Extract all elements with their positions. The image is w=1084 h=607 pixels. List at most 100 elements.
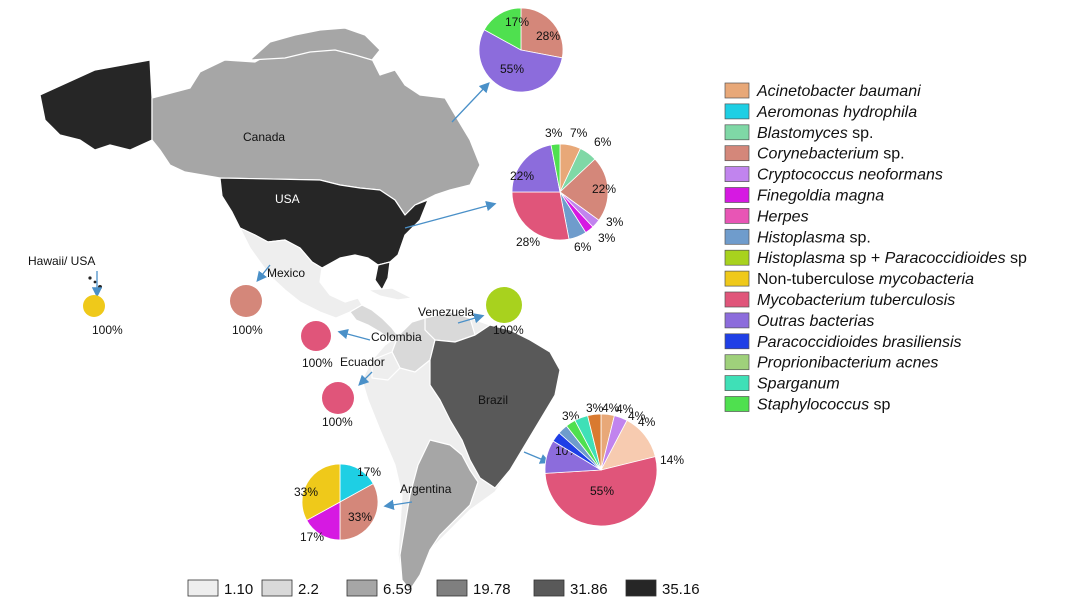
country-label-brazil: Brazil xyxy=(478,393,508,407)
legend-swatch xyxy=(724,166,750,182)
scale-label: 19.78 xyxy=(473,581,511,598)
pie-canada-slice-2 xyxy=(483,7,522,51)
legend-item: Staphylococcus sp xyxy=(724,396,891,414)
arrow-canada xyxy=(451,82,490,123)
legend-swatch xyxy=(724,354,750,371)
pie-brazil: 4%4%14%55%10%3%3%3%4%4% xyxy=(544,401,684,527)
arrow-mexico xyxy=(256,264,271,283)
pie-venezuela-label-0: 100% xyxy=(493,323,524,337)
legend-label: Sparganum xyxy=(757,376,840,393)
country-label-colombia: Colombia xyxy=(371,330,422,344)
pie-canada-label-0: 28% xyxy=(536,29,560,43)
pie-venezuela-slice-0 xyxy=(486,287,522,323)
pie-hawaii-label-0: 100% xyxy=(92,323,123,337)
scale-item: 31.86 xyxy=(533,579,608,598)
scale-label: 1.10 xyxy=(224,581,253,598)
pie-brazil-label-6: 3% xyxy=(562,409,580,423)
legend-swatch xyxy=(724,145,750,162)
pie-brazil-slice-9 xyxy=(587,413,602,471)
pie-colombia-label-0: 100% xyxy=(302,356,333,370)
argentina-shape xyxy=(399,439,479,591)
legend-item: Aeromonas hydrophila xyxy=(724,103,917,121)
legend-label: Mycobacterium tuberculosis xyxy=(757,292,955,309)
legend-label: Corynebacterium sp. xyxy=(757,146,905,163)
pie-brazil-label-1: 4% xyxy=(628,409,646,423)
legend-label: Histoplasma sp + Paracoccidioides sp xyxy=(757,250,1027,267)
legend-label: Herpes xyxy=(757,208,809,225)
pie-brazil-label-0: 4% xyxy=(616,402,634,416)
scale-item: 2.2 xyxy=(261,579,319,598)
legend-swatch xyxy=(724,312,750,329)
scale-label: 31.86 xyxy=(570,581,608,598)
legend-item: Histoplasma sp. xyxy=(724,228,871,246)
country-label-mexico: Mexico xyxy=(267,266,305,280)
legend-label: Cryptococcus neoformans xyxy=(757,167,943,184)
pie-brazil-label-2: 14% xyxy=(660,453,684,467)
pie-brazil-label-7: 3% xyxy=(586,401,604,415)
legend-swatch xyxy=(724,187,750,203)
pie-colombia: 100% xyxy=(301,321,333,370)
pie-argentina-slice-3 xyxy=(301,463,341,521)
legend-label: Blastomyces sp. xyxy=(757,125,874,142)
scale-swatch xyxy=(436,579,468,597)
pie-ecuador: 100% xyxy=(322,382,354,429)
arrow-brazil xyxy=(523,451,551,464)
pie-usa: 7% 6% 22% 3% 3% 6% 28% 22% 3% xyxy=(510,126,624,254)
pie-usa-slice-7 xyxy=(511,144,561,193)
mexico-shape xyxy=(239,227,363,319)
scale-label: 35.16 xyxy=(662,581,700,598)
legend-item: Sparganum xyxy=(724,375,840,393)
hawaii-island-1 xyxy=(87,275,93,281)
legend-item: Blastomyces sp. xyxy=(724,124,874,142)
arrow-ecuador xyxy=(358,371,373,386)
legend-item: Non-tuberculose mycobacteria xyxy=(724,270,974,288)
pie-hawaii: 100% xyxy=(83,295,123,337)
ecuador-shape xyxy=(371,351,401,381)
scale-label: 6.59 xyxy=(383,581,412,598)
pie-venezuela: 100% xyxy=(486,287,524,337)
arrow-colombia xyxy=(337,328,371,341)
pie-hawaii-slice-0 xyxy=(83,295,105,317)
scale-swatch xyxy=(187,579,219,597)
country-label-argentina: Argentina xyxy=(400,482,452,496)
pie-brazil-label-3: 55% xyxy=(590,484,614,498)
americas-map xyxy=(39,27,561,591)
legend-swatch xyxy=(724,208,750,224)
legend-item: Histoplasma sp + Paracoccidioides sp xyxy=(724,249,1027,267)
pie-usa-label-1: 6% xyxy=(594,135,612,149)
legend-label: Proprionibacterium acnes xyxy=(757,355,938,372)
legend-item: Paracoccidioides brasiliensis xyxy=(724,333,962,351)
legend-item: Mycobacterium tuberculosis xyxy=(724,291,955,309)
legend-swatch xyxy=(724,396,750,412)
legend-swatch xyxy=(724,249,750,266)
pie-brazil-label-8: 4% xyxy=(602,401,620,415)
arctic-islands-shape xyxy=(249,27,381,61)
legend-item: Acinetobacter baumani xyxy=(724,82,921,100)
pie-charts: 28% 55% 17% 7% 6% 22% 3% 3% 6% 28% 22% 3% 100% 100% 10… xyxy=(83,7,684,544)
legend-swatch xyxy=(724,375,750,391)
legend-item: Proprionibacterium acnes xyxy=(724,354,938,372)
pie-canada-label-2: 17% xyxy=(505,15,529,29)
pie-usa-slice-2 xyxy=(559,158,609,221)
brazil-shape xyxy=(429,324,561,489)
pie-usa-label-3: 3% xyxy=(606,215,624,229)
legend-item: Outras bacterias xyxy=(724,312,874,330)
legend-swatch xyxy=(724,82,750,99)
caribbean-shape xyxy=(367,287,413,301)
florida-shape xyxy=(374,261,391,291)
arrow-venezuela xyxy=(457,313,485,324)
scale-label: 2.2 xyxy=(298,581,319,598)
arrow-usa xyxy=(404,201,497,229)
country-label-usa: USA xyxy=(275,192,300,206)
hawaii-island-3 xyxy=(96,283,104,291)
arrows xyxy=(91,82,551,510)
legend-swatch xyxy=(724,270,750,287)
country-label-canada: Canada xyxy=(243,130,285,144)
pie-ecuador-slice-0 xyxy=(322,382,354,414)
legend-swatch xyxy=(724,103,750,120)
scale-item: 19.78 xyxy=(436,579,511,598)
legend-swatch xyxy=(724,333,750,350)
country-label-ecuador: Ecuador xyxy=(340,355,385,369)
pie-canada-slice-1 xyxy=(478,29,563,93)
